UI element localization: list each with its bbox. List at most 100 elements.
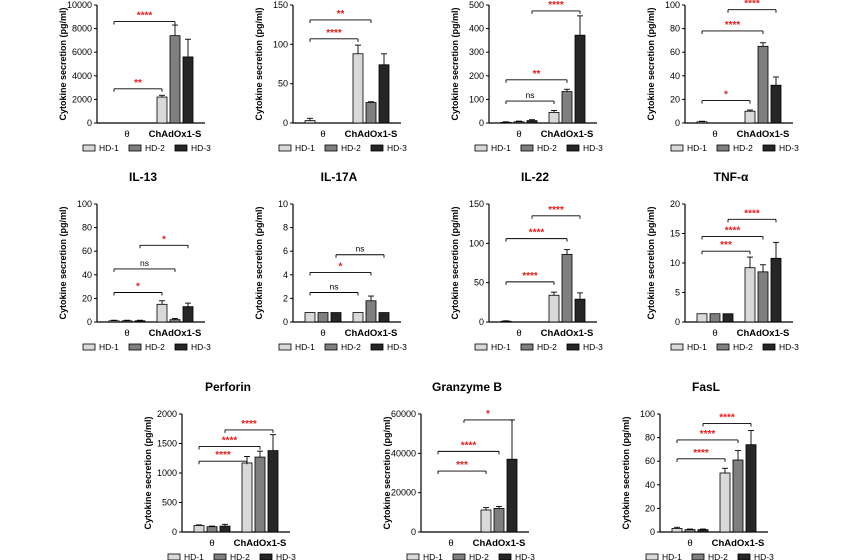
y-tick-label: 50	[278, 79, 288, 89]
bar-hd-1-theta	[108, 320, 120, 323]
y-axis-label: Cytokine secretion (pg/ml)	[254, 206, 264, 319]
chart-title: IL-13	[129, 170, 157, 184]
legend-label: HD-1	[423, 552, 443, 560]
significance-bracket: ****	[531, 0, 581, 14]
x-category-label: θ	[516, 328, 521, 339]
bar-hd-2-chadox1-s	[757, 271, 769, 323]
chart-panel-6: IL-17A Cytokine secretion (pg/ml) 0 2 4 6 8 10 θ…	[254, 170, 407, 352]
significance-bracket: ****	[702, 412, 752, 427]
bar-hd-1-theta	[304, 312, 316, 323]
y-tick-label: 40000	[391, 448, 416, 458]
significance-label: ***	[720, 240, 732, 251]
bar-hd-2-chadox1-s	[732, 459, 744, 533]
y-tick-label: 100	[77, 199, 92, 209]
significance-label: ****	[137, 11, 153, 22]
legend-label: HD-3	[387, 342, 407, 352]
x-category-label: θ	[320, 328, 325, 339]
y-tick-label: 8	[283, 223, 288, 233]
y-tick-label: 6000	[72, 47, 92, 57]
significance-label: *	[724, 90, 728, 101]
bar-hd-3-theta	[697, 529, 709, 533]
y-tick-label: 20	[670, 94, 680, 104]
significance-bracket: *	[701, 90, 751, 104]
significance-label: ****	[548, 0, 564, 11]
y-tick-label: 0	[479, 118, 484, 128]
bar-hd-3-chadox1-s	[506, 458, 518, 533]
significance-label: *	[339, 261, 343, 272]
bar-hd-1-theta	[671, 528, 683, 533]
bar-hd-3-theta	[134, 320, 146, 323]
y-tick-label: 400	[469, 24, 484, 34]
y-tick-label: 2000	[72, 94, 92, 104]
bar-hd-2-chadox1-s	[757, 45, 769, 124]
y-tick-label: 0	[283, 118, 288, 128]
legend-label: HD-2	[708, 552, 728, 560]
y-tick-label: 20000	[391, 488, 416, 498]
chart-panel-3: Cytokine secretion (pg/ml) 0 100 200 300 400 5…	[450, 0, 603, 153]
significance-label: ****	[693, 448, 709, 459]
significance-bracket: ****	[505, 228, 568, 242]
x-category-label: θ	[516, 129, 521, 140]
y-tick-label: 5	[675, 288, 680, 298]
significance-label: *	[136, 282, 140, 293]
x-category-label: ChAdOx1-S	[345, 129, 398, 140]
significance-label: ****	[719, 412, 735, 423]
significance-bracket: ****	[113, 11, 176, 25]
y-axis-label: Cytokine secretion (pg/ml)	[58, 7, 68, 120]
x-category-label: θ	[209, 538, 214, 549]
y-tick-label: 6	[283, 246, 288, 256]
legend-label: HD-1	[295, 342, 315, 352]
legend-swatch-hd-3	[174, 144, 188, 152]
y-tick-label: 2000	[157, 409, 177, 419]
legend: HD-1 HD-2 HD-3	[670, 342, 799, 352]
y-tick-label: 0	[675, 118, 680, 128]
x-category-label: θ	[124, 328, 129, 339]
bar-hd-3-chadox1-s	[378, 64, 390, 124]
significance-label: ****	[461, 440, 477, 451]
chart-panel-4: Cytokine secretion (pg/ml) 0 20 40 60 80 100 θ C…	[646, 0, 799, 153]
y-tick-label: 0	[87, 118, 92, 128]
chart-panel-11: FasL Cytokine secretion (pg/ml) 0 20 40 60 80 1…	[621, 380, 774, 560]
significance-bracket: ****	[309, 28, 359, 42]
significance-label: *	[486, 409, 490, 420]
y-axis-label: Cytokine secretion (pg/ml)	[143, 416, 153, 529]
significance-bracket: ns	[113, 258, 176, 272]
chart-title: TNF-α	[714, 170, 749, 184]
chart-panel-9: Perforin Cytokine secretion (pg/ml) 0 500 10…	[143, 380, 296, 560]
bar-hd-3-chadox1-s	[378, 312, 390, 323]
y-axis-label: Cytokine secretion (pg/ml)	[450, 206, 460, 319]
y-tick-label: 60000	[391, 409, 416, 419]
y-tick-label: 10000	[67, 0, 92, 10]
x-category-label: ChAdOx1-S	[149, 328, 202, 339]
legend: HD-1 HD-2 HD-3	[406, 552, 535, 560]
x-category-label: ChAdOx1-S	[345, 328, 398, 339]
legend-label: HD-1	[184, 552, 204, 560]
legend-swatch-hd-3	[566, 144, 580, 152]
chart-title: Granzyme B	[432, 380, 502, 394]
legend-swatch-hd-2	[716, 343, 730, 351]
legend-label: HD-1	[687, 342, 707, 352]
legend: HD-1 HD-2 HD-3	[278, 143, 407, 153]
x-category-label: θ	[448, 538, 453, 549]
chart-title: Perforin	[205, 380, 251, 394]
legend-label: HD-2	[733, 342, 753, 352]
legend: HD-1 HD-2 HD-3	[474, 143, 603, 153]
significance-bracket: ****	[198, 435, 261, 450]
legend-swatch-hd-3	[737, 553, 751, 560]
bar-hd-3-theta	[526, 120, 538, 124]
significance-bracket: ns	[505, 90, 555, 105]
y-axis-label: Cytokine secretion (pg/ml)	[646, 7, 656, 120]
y-tick-label: 60	[645, 456, 655, 466]
y-axis-label: Cytokine secretion (pg/ml)	[254, 7, 264, 120]
legend-swatch-hd-1	[167, 553, 181, 560]
y-axis-label: Cytokine secretion (pg/ml)	[450, 7, 460, 120]
y-tick-label: 20	[645, 503, 655, 513]
bar-hd-2-chadox1-s	[169, 319, 181, 323]
legend-swatch-hd-2	[520, 144, 534, 152]
chart-title: FasL	[692, 380, 720, 394]
significance-label: **	[134, 78, 142, 89]
legend-swatch-hd-2	[128, 343, 142, 351]
significance-label: ****	[522, 271, 538, 282]
